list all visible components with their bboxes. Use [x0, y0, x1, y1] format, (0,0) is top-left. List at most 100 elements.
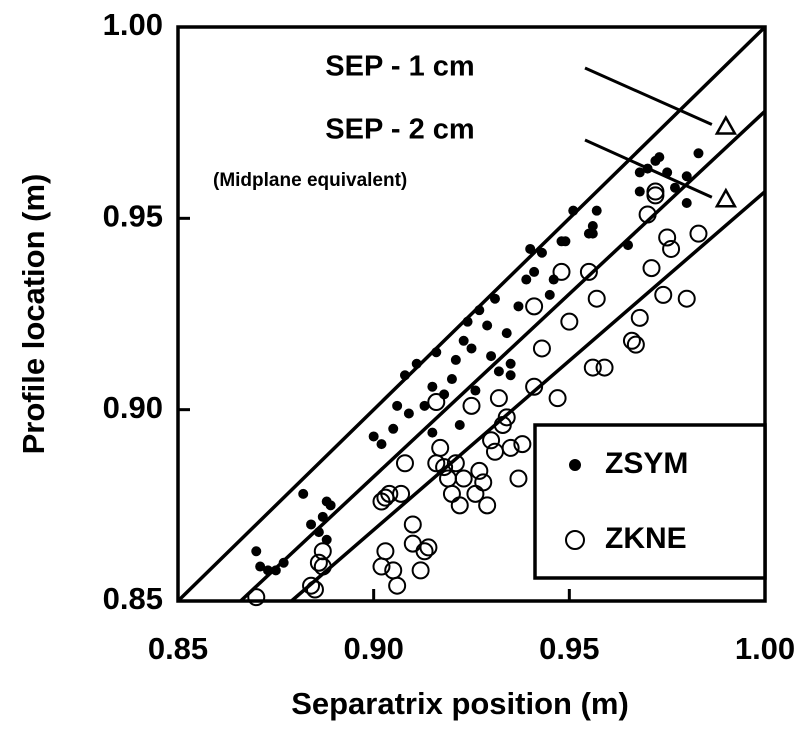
filled-point: [313, 527, 324, 538]
filled-point: [325, 500, 336, 511]
open-point: [501, 438, 520, 457]
open-point: [560, 312, 579, 331]
filled-point: [486, 351, 497, 362]
open-point: [638, 205, 657, 224]
filled-point: [298, 488, 309, 499]
filled-point: [623, 240, 634, 251]
open-point: [313, 542, 332, 561]
filled-point: [278, 557, 289, 568]
open-point: [376, 488, 395, 507]
filled-point: [681, 198, 692, 209]
filled-point: [388, 423, 399, 434]
filled-point: [513, 301, 524, 312]
filled-point: [474, 305, 485, 316]
filled-point: [521, 274, 532, 285]
open-point: [411, 561, 430, 580]
filled-point: [403, 408, 414, 419]
annotation-triangle: [714, 187, 738, 208]
open-point: [376, 542, 395, 561]
open-point: [658, 228, 677, 247]
open-point: [579, 262, 598, 281]
reference-line: [290, 190, 767, 603]
open-point: [454, 469, 473, 488]
open-point: [677, 289, 696, 308]
filled-point: [544, 289, 555, 300]
filled-point: [591, 205, 602, 216]
filled-point: [560, 236, 571, 247]
open-point: [497, 408, 516, 427]
filled-point: [654, 152, 665, 163]
open-point: [403, 534, 422, 553]
open-point: [302, 576, 321, 595]
plot-frame: [176, 25, 767, 603]
filled-point: [255, 561, 266, 572]
filled-point: [669, 182, 680, 193]
open-point: [380, 484, 399, 503]
open-point: [446, 454, 465, 473]
open-point: [403, 515, 422, 534]
open-point: [470, 461, 489, 480]
open-point: [450, 496, 469, 515]
filled-point: [306, 519, 317, 530]
open-point: [626, 335, 645, 354]
open-point: [595, 358, 614, 377]
open-point: [525, 377, 544, 396]
legend-label: ZKNE: [605, 522, 687, 555]
reference-line: [176, 25, 767, 603]
filled-point: [587, 228, 598, 239]
open-point: [583, 358, 602, 377]
filled-point: [489, 293, 500, 304]
filled-point: [681, 171, 692, 182]
filled-point: [411, 358, 422, 369]
open-point: [642, 259, 661, 278]
filled-point: [482, 320, 493, 331]
y-tick-label: 0.85: [103, 581, 163, 616]
legend-marker: [565, 530, 585, 550]
y-tick-label: 0.95: [103, 199, 163, 234]
filled-point: [568, 205, 579, 216]
filled-point: [392, 400, 403, 411]
annotation: (Midplane equivalent): [213, 170, 407, 191]
filled-point: [317, 511, 328, 522]
x-tick-label: 0.85: [148, 631, 208, 666]
filled-point: [505, 370, 516, 381]
open-point: [509, 469, 528, 488]
open-point: [646, 182, 665, 201]
open-point: [587, 289, 606, 308]
open-point: [654, 285, 673, 304]
open-point: [552, 262, 571, 281]
open-point: [630, 308, 649, 327]
open-point: [305, 580, 324, 599]
annotation-arrow: [584, 66, 713, 126]
open-point: [388, 576, 407, 595]
y-tick-label: 1.00: [103, 7, 163, 42]
open-point: [689, 224, 708, 243]
open-point: [532, 339, 551, 358]
open-point: [474, 473, 493, 492]
filled-point: [399, 370, 410, 381]
filled-point: [454, 419, 465, 430]
open-point: [548, 389, 567, 408]
filled-point: [493, 366, 504, 377]
filled-point: [427, 427, 438, 438]
open-point: [513, 435, 532, 454]
open-point: [247, 588, 266, 607]
filled-point: [693, 148, 704, 159]
open-point: [462, 396, 481, 415]
legend-marker: [569, 459, 581, 471]
filled-point: [427, 381, 438, 392]
filled-point: [270, 565, 281, 576]
open-point: [427, 393, 446, 412]
annotation-triangle: [714, 114, 738, 135]
legend-box: [533, 423, 767, 580]
legend-label: ZSYM: [605, 447, 688, 480]
open-point: [482, 431, 501, 450]
annotation-arrow: [584, 138, 713, 199]
open-point: [415, 542, 434, 561]
y-axis-title: Profile location (m): [16, 174, 51, 455]
open-point: [395, 454, 414, 473]
filled-point: [431, 347, 442, 358]
open-point: [646, 186, 665, 205]
y-tick-label: 0.90: [103, 390, 163, 425]
